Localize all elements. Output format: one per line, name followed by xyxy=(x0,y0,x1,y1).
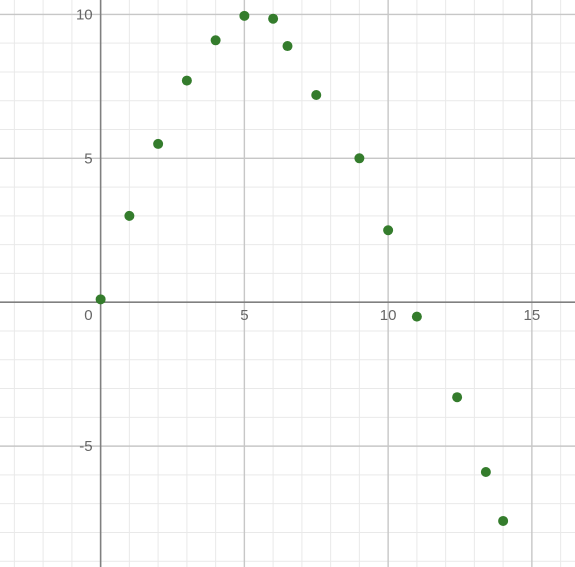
data-point xyxy=(354,153,364,163)
data-point xyxy=(239,11,249,21)
origin-label: 0 xyxy=(84,307,92,324)
data-point xyxy=(153,139,163,149)
x-tick-label: 15 xyxy=(524,307,541,324)
scatter-chart: 5 10 15 -5 5 10 0 xyxy=(0,0,575,567)
data-point xyxy=(124,211,134,221)
data-point xyxy=(283,41,293,51)
x-tick-label: 10 xyxy=(380,307,397,324)
y-tick-label: -5 xyxy=(79,438,92,455)
data-point xyxy=(452,392,462,402)
data-point xyxy=(311,90,321,100)
data-point xyxy=(96,294,106,304)
chart-canvas: 5 10 15 -5 5 10 0 xyxy=(0,0,575,567)
data-point xyxy=(383,225,393,235)
data-point xyxy=(481,467,491,477)
data-point xyxy=(412,312,422,322)
y-tick-label: 10 xyxy=(76,6,93,23)
x-tick-label: 5 xyxy=(240,307,248,324)
data-point xyxy=(268,14,278,24)
data-point xyxy=(182,76,192,86)
data-point xyxy=(498,516,508,526)
data-point xyxy=(211,35,221,45)
y-tick-label: 5 xyxy=(84,150,92,167)
